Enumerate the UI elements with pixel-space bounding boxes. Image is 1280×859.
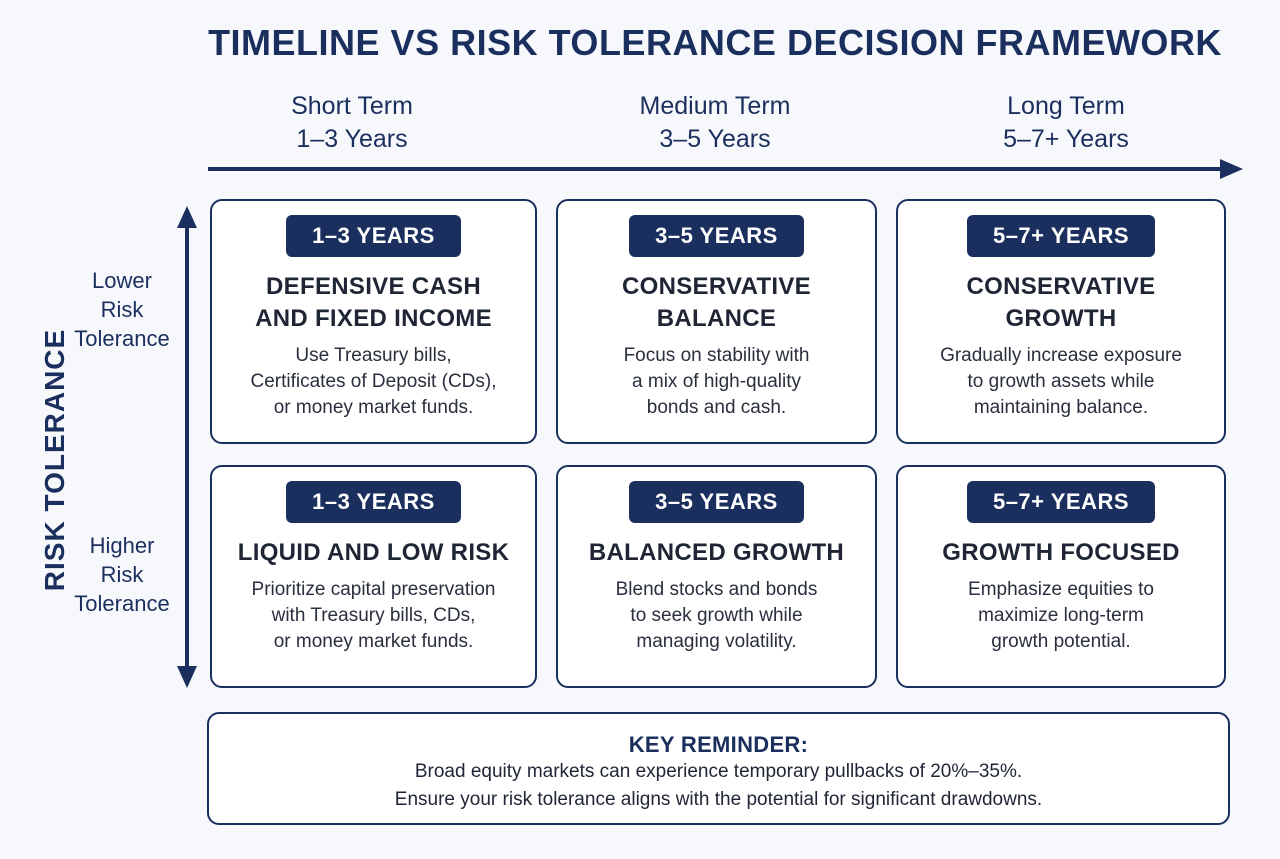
strategy-title-line: BALANCED GROWTH <box>588 539 845 566</box>
key-reminder-title: KEY REMINDER: <box>628 732 809 757</box>
description-line: or money market funds. <box>273 631 474 652</box>
description-line: or money market funds. <box>273 397 474 418</box>
description-line: Focus on stability with <box>623 345 810 366</box>
strategy-title-line: CONSERVATIVE <box>622 273 811 300</box>
timeframe-badge: 3–5 YEARS <box>629 215 804 257</box>
column-name: Long Term <box>1007 92 1125 120</box>
description-line: to growth assets while <box>967 371 1155 392</box>
timeframe-badge: 3–5 YEARS <box>629 481 804 523</box>
timeline-arrow-icon <box>208 159 1243 179</box>
strategy-description: Gradually increase exposure to growth as… <box>898 343 1224 421</box>
strategy-title: LIQUID AND LOW RISK <box>212 537 535 569</box>
cell-lower-risk-medium-term: 3–5 YEARS CONSERVATIVE BALANCE Focus on … <box>556 199 877 444</box>
strategy-description: Focus on stability with a mix of high-qu… <box>558 343 875 421</box>
description-line: maximize long-term <box>978 605 1144 626</box>
description-line: Use Treasury bills, <box>295 345 452 366</box>
row-label-line: Tolerance <box>74 326 170 351</box>
strategy-title-line: GROWTH FOCUSED <box>942 539 1180 566</box>
cell-lower-risk-long-term: 5–7+ YEARS CONSERVATIVE GROWTH Gradually… <box>896 199 1226 444</box>
column-header-short-term: Short Term 1–3 Years <box>192 90 512 156</box>
cell-lower-risk-short-term: 1–3 YEARS DEFENSIVE CASH AND FIXED INCOM… <box>210 199 537 444</box>
row-label-line: Higher <box>89 533 155 558</box>
row-label-line: Lower <box>92 268 152 293</box>
row-label-higher-risk: Higher Risk Tolerance <box>72 531 172 618</box>
strategy-description: Prioritize capital preservation with Tre… <box>212 577 535 655</box>
description-line: Blend stocks and bonds <box>615 579 818 600</box>
description-line: growth potential. <box>991 631 1131 652</box>
strategy-title: CONSERVATIVE GROWTH <box>898 271 1224 335</box>
strategy-title: DEFENSIVE CASH AND FIXED INCOME <box>212 271 535 335</box>
strategy-title-line: GROWTH <box>1005 305 1117 332</box>
strategy-title: BALANCED GROWTH <box>558 537 875 569</box>
column-header-long-term: Long Term 5–7+ Years <box>906 90 1226 156</box>
description-line: managing volatility. <box>636 631 797 652</box>
description-line: maintaining balance. <box>973 397 1149 418</box>
strategy-description: Use Treasury bills, Certificates of Depo… <box>212 343 535 421</box>
description-line: Gradually increase exposure <box>940 345 1182 366</box>
timeframe-badge: 5–7+ YEARS <box>966 215 1156 257</box>
row-label-lower-risk: Lower Risk Tolerance <box>72 266 172 353</box>
key-reminder-line: Broad equity markets can experience temp… <box>414 761 1023 782</box>
strategy-title: CONSERVATIVE BALANCE <box>558 271 875 335</box>
timeframe-badge: 5–7+ YEARS <box>966 481 1156 523</box>
column-name: Short Term <box>291 92 413 120</box>
cell-higher-risk-short-term: 1–3 YEARS LIQUID AND LOW RISK Prioritize… <box>210 465 537 688</box>
description-line: to seek growth while <box>630 605 803 626</box>
column-range: 5–7+ Years <box>1003 125 1129 153</box>
row-label-line: Tolerance <box>74 591 170 616</box>
description-line: Certificates of Deposit (CDs), <box>250 371 497 392</box>
description-line: a mix of high-quality <box>632 371 801 392</box>
risk-arrow-icon <box>177 206 197 688</box>
description-line: Emphasize equities to <box>968 579 1154 600</box>
column-range: 1–3 Years <box>296 125 408 153</box>
timeframe-badge: 1–3 YEARS <box>286 481 461 523</box>
strategy-title-line: CONSERVATIVE <box>966 273 1156 300</box>
strategy-title: GROWTH FOCUSED <box>898 537 1224 569</box>
row-label-line: Risk <box>100 297 144 322</box>
timeframe-badge: 1–3 YEARS <box>286 215 461 257</box>
strategy-title-line: DEFENSIVE CASH <box>266 273 481 300</box>
description-line: Prioritize capital preservation <box>251 579 496 600</box>
strategy-title-line: BALANCE <box>656 305 777 332</box>
risk-tolerance-axis-label: RISK TOLERANCE <box>39 328 70 592</box>
column-header-medium-term: Medium Term 3–5 Years <box>555 90 875 156</box>
row-label-line: Risk <box>100 562 144 587</box>
strategy-title-line: AND FIXED INCOME <box>255 305 492 332</box>
key-reminder-box: KEY REMINDER: Broad equity markets can e… <box>207 712 1230 825</box>
description-line: with Treasury bills, CDs, <box>271 605 476 626</box>
column-range: 3–5 Years <box>659 125 771 153</box>
cell-higher-risk-medium-term: 3–5 YEARS BALANCED GROWTH Blend stocks a… <box>556 465 877 688</box>
strategy-title-line: LIQUID AND LOW RISK <box>237 539 510 566</box>
description-line: bonds and cash. <box>646 397 787 418</box>
strategy-description: Emphasize equities to maximize long-term… <box>898 577 1224 655</box>
key-reminder-line: Ensure your risk tolerance aligns with t… <box>394 789 1043 810</box>
column-name: Medium Term <box>639 92 791 120</box>
cell-higher-risk-long-term: 5–7+ YEARS GROWTH FOCUSED Emphasize equi… <box>896 465 1226 688</box>
diagram-title: TIMELINE VS RISK TOLERANCE DECISION FRAM… <box>208 22 1222 63</box>
strategy-description: Blend stocks and bonds to seek growth wh… <box>558 577 875 655</box>
